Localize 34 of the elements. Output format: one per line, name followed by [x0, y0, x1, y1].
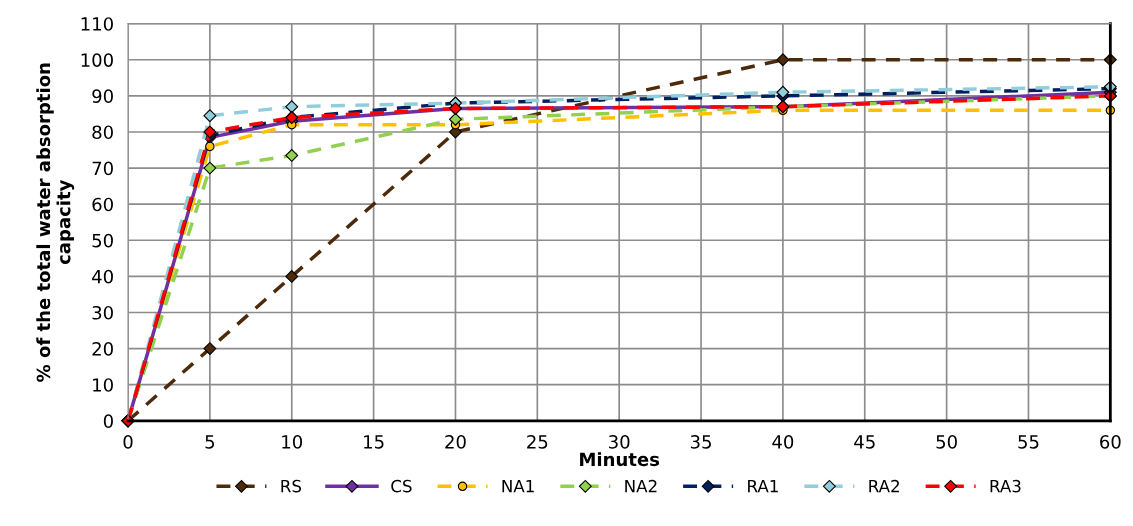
- x-tick-label: 50: [936, 435, 957, 449]
- y-tick-label: 70: [92, 161, 113, 176]
- y-tick-label: 30: [92, 305, 113, 320]
- y-tick-label: 110: [81, 17, 113, 31]
- x-tick-label: 30: [609, 435, 630, 449]
- legend-label: RA3: [990, 479, 1021, 493]
- x-tick-label: 20: [445, 435, 466, 449]
- legend-label: CS: [391, 479, 412, 493]
- y-tick-label: 0: [103, 414, 113, 428]
- x-tick-label: 25: [527, 435, 548, 449]
- y-axis-title: % of the total water absorption capacity: [36, 63, 75, 382]
- y-tick-label: 50: [92, 233, 113, 248]
- x-tick-label: 10: [282, 435, 303, 449]
- x-tick-label: 45: [854, 435, 875, 449]
- y-tick-label: 100: [81, 53, 113, 67]
- legend-label: NA2: [625, 479, 657, 493]
- x-tick-label: 0: [123, 435, 133, 449]
- y-tick-label: 90: [92, 89, 113, 103]
- x-tick-label: 15: [364, 435, 384, 449]
- y-tick-label: 10: [93, 378, 113, 392]
- legend-label: RS: [281, 479, 302, 493]
- y-tick-label: 40: [92, 269, 113, 284]
- y-tick-label: 80: [92, 125, 113, 140]
- x-tick-label: 60: [1100, 435, 1121, 449]
- y-tick-label: 60: [92, 197, 113, 212]
- x-axis-title: Minutes: [580, 452, 660, 467]
- y-tick-label: 20: [92, 342, 113, 356]
- legend-label: RA1: [748, 480, 778, 493]
- legend-label: RA2: [869, 479, 899, 493]
- x-tick-label: 40: [772, 435, 794, 449]
- x-tick-label: 5: [205, 435, 215, 449]
- x-tick-label: 55: [1018, 435, 1039, 449]
- legend-label: NA1: [502, 480, 534, 493]
- x-tick-label: 35: [690, 435, 711, 449]
